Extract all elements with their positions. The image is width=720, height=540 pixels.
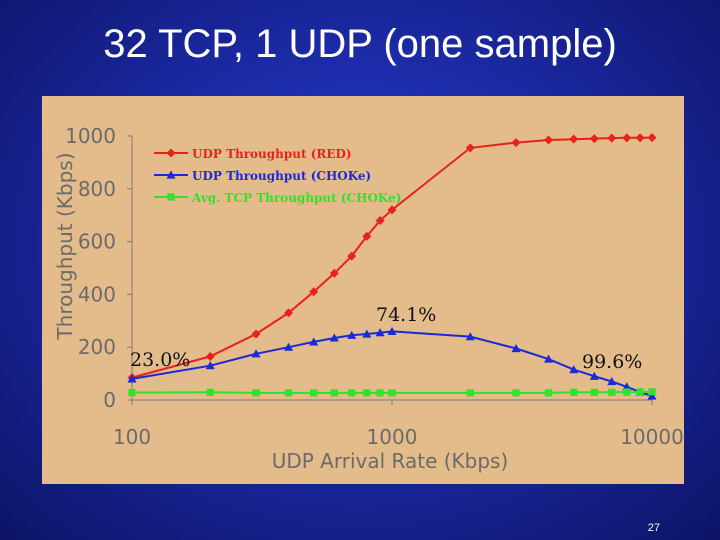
data-point-triangle [166, 170, 176, 179]
data-point-square [330, 389, 338, 397]
data-point-triangle [205, 361, 215, 370]
legend-label: Avg. TCP Throughput (CHOKe) [191, 191, 401, 205]
data-point-triangle [284, 342, 294, 351]
slide-number: 27 [647, 522, 660, 534]
percentage-annotation: 74.1% [376, 304, 436, 326]
data-point-diamond [166, 148, 176, 158]
slide-title: 32 TCP, 1 UDP (one sample) [103, 22, 617, 66]
data-point-diamond [635, 133, 645, 143]
data-point-diamond [544, 135, 554, 145]
data-point-square [128, 389, 136, 397]
data-point-square [206, 388, 214, 396]
y-axis-label: Throughput (Kbps) [53, 152, 77, 340]
x-tick-label: 1000 [367, 425, 418, 449]
data-point-square [636, 388, 644, 396]
data-point-diamond [589, 134, 599, 144]
legend-label: UDP Throughput (CHOKe) [192, 169, 371, 183]
data-point-square [466, 389, 474, 397]
data-point-diamond [375, 215, 385, 225]
series-3 [128, 388, 656, 397]
data-point-triangle [607, 377, 617, 386]
data-point-square [590, 388, 598, 396]
data-point-triangle [387, 326, 397, 335]
data-point-square [388, 389, 396, 397]
data-point-square [623, 388, 631, 396]
series-1 [127, 133, 657, 383]
data-point-triangle [329, 333, 339, 342]
data-point-square [167, 193, 175, 201]
data-point-square [310, 389, 318, 397]
legend-label: UDP Throughput (RED) [192, 147, 352, 161]
x-tick-label: 100 [113, 425, 151, 449]
data-point-triangle [622, 382, 632, 391]
data-point-diamond [387, 205, 397, 215]
data-point-square [348, 389, 356, 397]
data-point-triangle [375, 328, 385, 337]
data-point-diamond [622, 133, 632, 143]
data-point-diamond [347, 251, 357, 261]
y-tick-label: 200 [78, 335, 116, 359]
data-point-triangle [544, 354, 554, 363]
data-point-square [512, 389, 520, 397]
data-point-square [608, 388, 616, 396]
data-point-triangle [127, 374, 137, 383]
data-point-square [648, 388, 656, 396]
data-point-diamond [362, 231, 372, 241]
data-point-square [363, 389, 371, 397]
data-point-square [284, 389, 293, 397]
data-point-triangle [251, 349, 261, 358]
data-point-triangle [511, 344, 521, 353]
data-point-triangle [569, 365, 579, 374]
chart-panel: 0 200 400 600 800 1000 100 1000 10000 UDP Throug… [42, 96, 684, 484]
data-point-triangle [647, 391, 657, 400]
data-point-diamond [205, 351, 215, 361]
data-point-triangle [347, 330, 357, 339]
data-point-diamond [284, 308, 294, 318]
series-2 [127, 326, 657, 400]
data-point-square [570, 388, 578, 396]
data-point-diamond [569, 134, 579, 144]
y-tick-label: 1000 [65, 124, 116, 148]
throughput-chart: 0 200 400 600 800 1000 100 1000 10000 UDP Throug… [53, 124, 684, 473]
data-point-diamond [465, 143, 475, 153]
data-point-diamond [309, 287, 319, 297]
data-point-diamond [607, 133, 617, 143]
x-axis-label: UDP Arrival Rate (Kbps) [272, 449, 509, 473]
percentage-annotation: 23.0% [130, 349, 190, 371]
data-point-diamond [329, 268, 339, 278]
y-tick-label: 400 [78, 282, 116, 306]
data-point-triangle [362, 329, 372, 338]
data-point-square [544, 389, 553, 397]
data-point-triangle [309, 337, 319, 346]
y-tick-label: 800 [78, 177, 116, 201]
data-point-diamond [647, 133, 657, 143]
data-point-triangle [589, 371, 599, 380]
data-point-square [376, 389, 384, 397]
y-tick-label: 600 [78, 230, 116, 254]
data-point-triangle [465, 332, 475, 341]
data-point-square [252, 389, 260, 397]
x-tick-label: 10000 [620, 425, 684, 449]
data-point-diamond [251, 329, 261, 339]
percentage-annotation: 99.6% [582, 351, 642, 373]
y-tick-label: 0 [103, 388, 116, 412]
data-point-diamond [511, 138, 521, 148]
